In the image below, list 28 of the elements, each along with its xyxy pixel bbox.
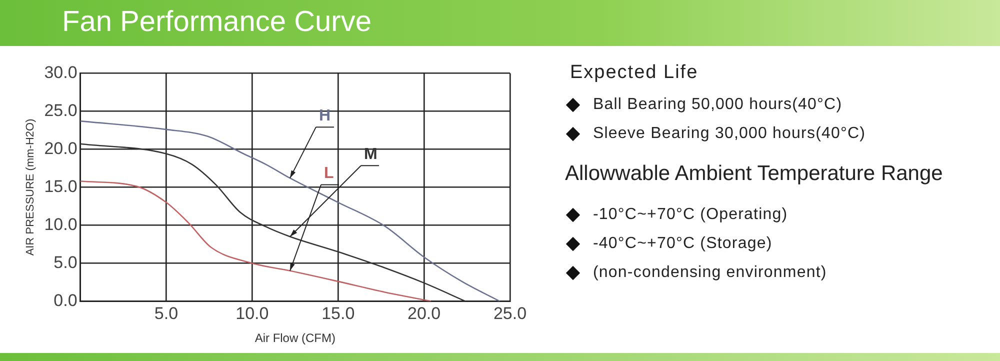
y-tick-label: 5.0 (54, 252, 78, 272)
line-series (80, 180, 432, 302)
y-tick-label: 10.0 (44, 214, 78, 234)
y-axis-title: AIR PRESSURE (mm-H2O) (24, 118, 37, 256)
text: -10°C~+70°C (Operating) (593, 206, 788, 224)
y-tick-label: 20.0 (44, 138, 78, 158)
y-tick-label: 0.0 (54, 290, 78, 310)
line-series (80, 120, 500, 302)
x-tick-label: 5.0 (154, 304, 178, 324)
y-tick-label: 25.0 (44, 100, 78, 120)
x-axis-title: Air Flow (CFM) (254, 331, 336, 346)
line-series (80, 143, 466, 302)
text: Sleeve Bearing 30,000 hours(40°C) (593, 124, 866, 142)
x-tick-label: 10.0 (236, 304, 269, 324)
x-tick-label: 20.0 (408, 304, 441, 324)
text: Allowwable Ambient Temperature Range (565, 162, 943, 186)
text: H (318, 107, 331, 124)
text: M (364, 146, 378, 164)
text: -40°C~+70°C (Storage) (593, 234, 772, 252)
x-tick-label: 15.0 (322, 304, 355, 324)
text: Ball Bearing 50,000 hours(40°C) (593, 96, 842, 114)
chart-title: Fan Performance Curve (62, 6, 372, 39)
y-tick-label: 30.0 (44, 62, 78, 82)
y-tick-label: 15.0 (44, 176, 78, 196)
text: L (324, 165, 334, 182)
text: (non-condensing environment) (593, 264, 827, 282)
x-tick-label: 25.0 (493, 304, 527, 324)
text: Expected Life (570, 62, 700, 84)
